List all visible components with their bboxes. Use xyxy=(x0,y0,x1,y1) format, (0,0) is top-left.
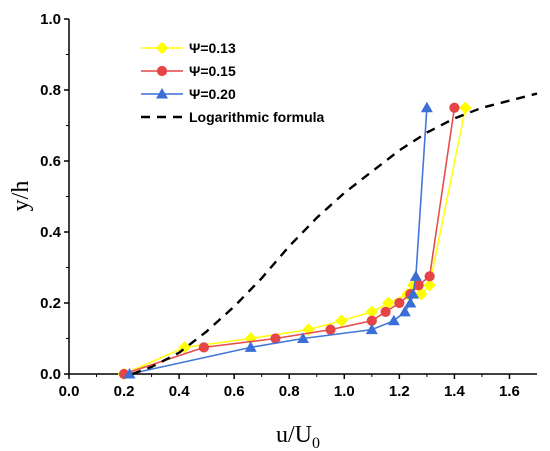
axes-layer: 0.0 0.2 0.4 0.6 0.8 1.0 1.2 1.4 1.6 0.0 0.2 0.4 0.6 0… xyxy=(40,11,537,400)
legend-label: Ψ=0.20 xyxy=(189,86,236,102)
x-tick-label: 0.6 xyxy=(224,383,245,400)
x-tick-label: 0.4 xyxy=(169,383,191,400)
legend-item: Logarithmic formula xyxy=(141,109,325,125)
x-axis-label: u/U0 xyxy=(276,422,320,451)
legend-item: Ψ=0.15 xyxy=(141,63,236,79)
x-axis-label-subscript: 0 xyxy=(312,435,320,451)
legend-marker xyxy=(156,88,168,99)
data-point xyxy=(380,306,391,317)
y-tick-label: 0.8 xyxy=(40,82,61,99)
y-tick-label: 1.0 xyxy=(40,11,61,28)
legend-label: Ψ=0.15 xyxy=(189,63,236,79)
x-tick-label: 1.6 xyxy=(499,383,520,400)
data-point xyxy=(420,101,433,113)
data-point xyxy=(123,368,136,379)
x-tick-label: 1.0 xyxy=(334,383,355,400)
y-axis-label: y/h xyxy=(8,181,34,212)
data-point xyxy=(449,102,460,113)
x-tick-label: 0.0 xyxy=(59,383,80,400)
y-tick-label: 0.4 xyxy=(40,224,62,241)
logarithmic-curve xyxy=(131,92,538,376)
data-point xyxy=(424,271,435,282)
x-tick-label: 1.2 xyxy=(389,383,410,400)
series-dashed xyxy=(131,92,538,376)
data-point xyxy=(394,297,405,309)
data-point xyxy=(198,342,209,353)
data-point xyxy=(404,297,417,308)
data-point xyxy=(407,288,420,299)
y-tick-label: 0.6 xyxy=(40,153,61,170)
data-point xyxy=(413,280,424,291)
data-point xyxy=(459,101,472,115)
legend: Ψ=0.13 Ψ=0.15 Ψ=0.20 Logarithmic formula xyxy=(141,40,325,125)
legend-label: Ψ=0.13 xyxy=(189,40,236,56)
y-tick-label: 0.0 xyxy=(40,366,61,383)
data-point xyxy=(365,323,378,335)
data-point xyxy=(423,278,436,292)
data-point xyxy=(387,314,400,326)
legend-label: Logarithmic formula xyxy=(189,109,325,125)
data-point xyxy=(398,305,411,317)
data-point xyxy=(244,341,257,352)
data-point xyxy=(366,315,377,326)
x-tick-label: 1.4 xyxy=(444,383,466,400)
data-point xyxy=(409,270,422,281)
x-tick-label: 0.2 xyxy=(114,383,135,400)
series-triangle xyxy=(123,101,433,379)
data-point xyxy=(415,287,428,301)
legend-item: Ψ=0.20 xyxy=(141,86,236,102)
legend-marker xyxy=(155,41,169,55)
y-tick-label: 0.2 xyxy=(40,295,61,312)
data-point xyxy=(297,332,309,343)
series-circle xyxy=(118,102,460,380)
x-tick-label: 0.8 xyxy=(279,383,300,400)
legend-item: Ψ=0.13 xyxy=(141,40,236,56)
series-layer xyxy=(117,92,538,381)
data-point xyxy=(325,324,336,335)
data-point xyxy=(270,333,281,344)
legend-marker xyxy=(156,65,168,77)
